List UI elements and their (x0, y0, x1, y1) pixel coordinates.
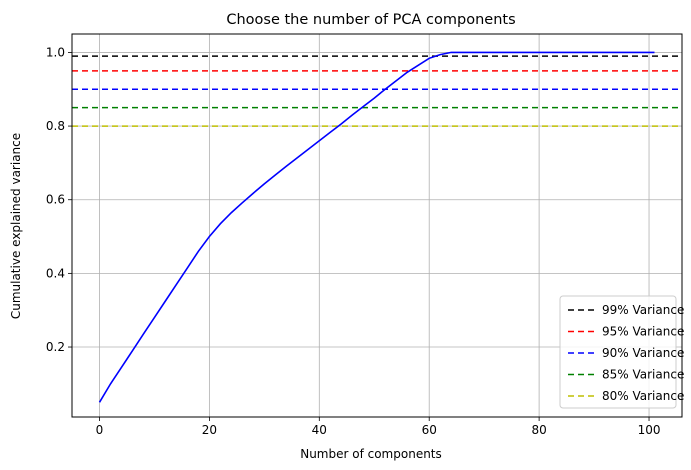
y-tick-label: 0.2 (46, 340, 65, 354)
chart-title: Choose the number of PCA components (226, 12, 515, 28)
grid (72, 34, 682, 417)
ticks: 0 20 40 60 80 100 0.2 0.4 0.6 0.8 1.0 (46, 45, 661, 437)
y-tick-label: 0.4 (46, 266, 65, 280)
x-tick-label: 80 (531, 423, 546, 437)
legend-box (559, 295, 677, 409)
legend: 99% Variance 95% Variance 90% Variance 85% … (559, 295, 684, 409)
legend-label: 99% Variance (602, 303, 684, 317)
y-tick-label: 0.6 (46, 193, 65, 207)
x-tick-label: 60 (422, 423, 437, 437)
x-tick-label: 0 (96, 423, 104, 437)
threshold-lines (72, 55, 682, 127)
x-tick-label: 20 (202, 423, 217, 437)
y-tick-label: 1.0 (46, 45, 65, 59)
cumulative-variance-line (98, 51, 655, 403)
plot-frame (71, 33, 683, 418)
legend-label: 85% Variance (602, 368, 684, 382)
y-axis-label: Cumulative explained variance (9, 133, 23, 319)
x-axis-label: Number of components (300, 447, 442, 461)
y-tick-label: 0.8 (46, 119, 65, 133)
legend-label: 95% Variance (602, 325, 684, 339)
legend-label: 90% Variance (602, 346, 684, 360)
legend-label: 80% Variance (602, 389, 684, 403)
series-layer (98, 51, 655, 403)
x-tick-label: 100 (638, 423, 661, 437)
x-tick-label: 40 (312, 423, 327, 437)
